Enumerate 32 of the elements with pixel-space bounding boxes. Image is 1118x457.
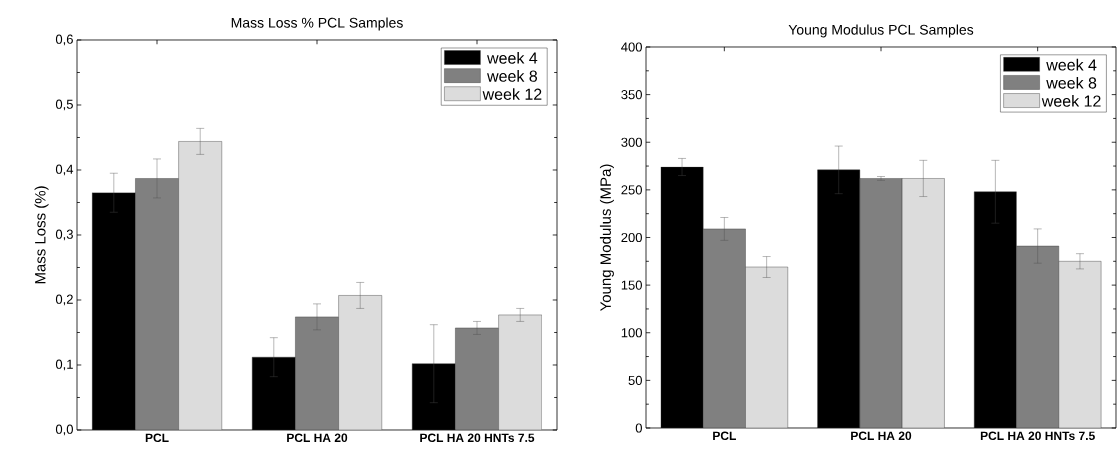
x-tick-label: PCL HA 20 — [287, 433, 348, 443]
legend-label: week 12 — [482, 88, 542, 100]
y-tick-label: 0,1 — [55, 359, 73, 371]
legend-label: week 8 — [487, 70, 538, 82]
legend-label: week 8 — [1046, 76, 1097, 89]
chart-title: Young Modulus PCL Samples — [788, 24, 974, 38]
y-tick-label: 150 — [621, 280, 642, 290]
y-tick-label: 0 — [635, 423, 642, 433]
y-tick-label: 250 — [621, 185, 642, 195]
x-tick-label: PCL HA 20 HNTs 7.5 — [420, 433, 535, 443]
legend-label: week 4 — [487, 52, 538, 64]
legend-label: week 12 — [1041, 95, 1101, 107]
y-tick-label: 100 — [621, 328, 642, 338]
y-tick-label: 0,6 — [55, 34, 73, 46]
y-tick-label: 200 — [621, 232, 642, 243]
y-tick-label: 350 — [621, 90, 642, 100]
y-tick-label: 300 — [621, 137, 642, 147]
x-tick-label: PCL HA 20 HNTs 7.5 — [980, 431, 1095, 441]
y-tick-label: 400 — [621, 42, 642, 52]
x-tick-label: PCL HA 20 — [851, 431, 912, 441]
y-axis-title: Mass Loss (%) — [34, 186, 49, 284]
y-tick-label: 0,5 — [55, 99, 73, 111]
chart-title: Mass Loss % PCL Samples — [231, 17, 403, 31]
y-tick-label: 0,3 — [55, 229, 73, 241]
y-tick-label: 0,2 — [55, 294, 73, 306]
x-tick-label: PCL — [713, 431, 736, 441]
y-axis-title: Young Modulus (MPa) — [599, 164, 614, 312]
y-tick-label: 0,4 — [55, 164, 74, 176]
y-tick-label: 0,0 — [55, 424, 73, 436]
y-tick-label: 50 — [628, 375, 642, 385]
x-tick-label: PCL — [145, 433, 169, 443]
legend-label: week 4 — [1046, 58, 1097, 71]
